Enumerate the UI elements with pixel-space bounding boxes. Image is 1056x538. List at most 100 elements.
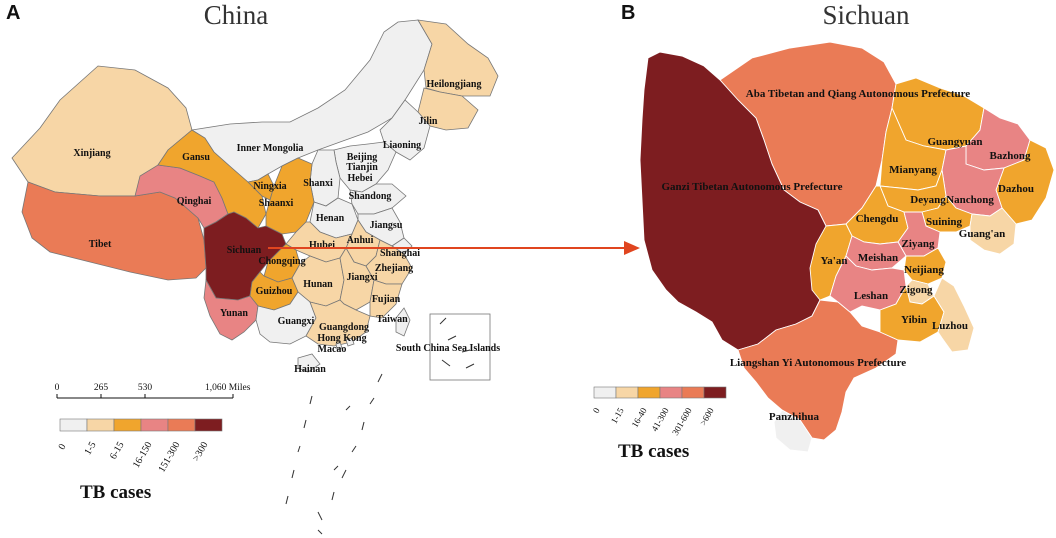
region-guangdong[interactable] bbox=[305, 299, 371, 347]
china-regions bbox=[11, 19, 499, 381]
label-yibin: Yibin bbox=[901, 314, 927, 326]
china-map-title: China bbox=[204, 0, 269, 30]
region-guangan[interactable] bbox=[969, 207, 1017, 255]
legend-label-1: 1-5 bbox=[82, 440, 98, 457]
legend-label-0: 0 bbox=[57, 442, 69, 452]
legend-label-5: >300 bbox=[191, 440, 211, 463]
region-luzhou[interactable] bbox=[933, 277, 975, 353]
label-deyang: Deyang bbox=[910, 194, 946, 206]
legend-swatch-4 bbox=[167, 418, 196, 432]
legend-b-swatch-1 bbox=[615, 386, 639, 399]
region-taiwan[interactable] bbox=[395, 307, 411, 337]
legend-b-label-1: 1-15 bbox=[609, 406, 626, 426]
label-suining: Suining bbox=[926, 216, 963, 228]
region-shandong[interactable] bbox=[349, 183, 407, 215]
label-ziyang: Ziyang bbox=[901, 238, 935, 250]
label-tianjin: Tianjin bbox=[346, 162, 378, 173]
legend-swatch-2 bbox=[113, 418, 142, 432]
zoom-arrow bbox=[268, 241, 640, 255]
panel-a-letter: A bbox=[6, 2, 20, 24]
label-dazhou: Dazhou bbox=[998, 183, 1034, 195]
sichuan-legend-title: TB cases bbox=[618, 441, 689, 462]
label-liangshan: Liangshan Yi Autonomous Prefecture bbox=[730, 357, 906, 369]
label-mianyang: Mianyang bbox=[889, 164, 937, 176]
label-gansu: Gansu bbox=[182, 152, 210, 163]
region-zhejiang[interactable] bbox=[365, 239, 413, 285]
scale-label-3: 1,060 Miles bbox=[205, 383, 251, 393]
label-jiangxi: Jiangxi bbox=[346, 272, 377, 283]
label-shanghai: Shanghai bbox=[380, 248, 420, 259]
sichuan-region-labels: Aba Tibetan and Qiang Autonomous Prefect… bbox=[662, 88, 1035, 423]
label-macao: Macao bbox=[318, 344, 347, 355]
label-ningxia: Ningxia bbox=[253, 181, 286, 192]
label-zigong: Zigong bbox=[899, 284, 933, 296]
label-fujian: Fujian bbox=[372, 294, 401, 305]
label-guangxi: Guangxi bbox=[278, 316, 315, 327]
region-inner-mongolia[interactable] bbox=[190, 19, 433, 183]
label-shaanxi: Shaanxi bbox=[259, 198, 294, 209]
region-heilongjiang[interactable] bbox=[417, 19, 499, 97]
legend-b-label-2: 16-40 bbox=[630, 406, 649, 430]
label-tibet: Tibet bbox=[89, 239, 112, 250]
legend-label-4: 151-300 bbox=[156, 440, 182, 474]
label-nanchong: Nanchong bbox=[946, 194, 994, 206]
label-south-china-sea-islands: South China Sea Islands bbox=[396, 343, 500, 354]
label-shandong: Shandong bbox=[349, 191, 392, 202]
label-guangyuan: Guangyuan bbox=[927, 136, 982, 148]
label-zhejiang: Zhejiang bbox=[375, 263, 413, 274]
label-chengdu: Chengdu bbox=[856, 213, 899, 225]
legend-swatch-0 bbox=[59, 418, 88, 432]
china-legend-title: TB cases bbox=[80, 482, 151, 503]
label-hunan: Hunan bbox=[303, 279, 333, 290]
legend-b-label-4: 301-600 bbox=[670, 406, 694, 437]
label-bazhong: Bazhong bbox=[990, 150, 1031, 162]
region-panzhihua[interactable] bbox=[773, 409, 813, 453]
china-region-labels: Xinjiang Tibet Qinghai Gansu Inner Mongo… bbox=[73, 79, 500, 375]
arrow-head bbox=[624, 241, 640, 255]
label-yaan: Ya'an bbox=[821, 255, 848, 267]
label-jiangsu: Jiangsu bbox=[370, 220, 403, 231]
label-chongqing: Chongqing bbox=[258, 256, 305, 267]
label-inner-mongolia: Inner Mongolia bbox=[237, 143, 304, 154]
label-shanxi: Shanxi bbox=[303, 178, 333, 189]
panel-b-letter: B bbox=[621, 2, 635, 24]
legend-swatch-3 bbox=[140, 418, 169, 432]
label-xinjiang: Xinjiang bbox=[73, 148, 110, 159]
label-hong-kong: Hong Kong bbox=[317, 333, 366, 344]
legend-b-swatch-5 bbox=[703, 386, 727, 399]
label-meishan: Meishan bbox=[858, 252, 898, 264]
sichuan-legend: 0 1-15 16-40 41-300 301-600 >600 TB case… bbox=[591, 386, 727, 462]
label-heilongjiang: Heilongjiang bbox=[426, 79, 481, 90]
legend-swatch-1 bbox=[86, 418, 115, 432]
label-guangan: Guang'an bbox=[959, 228, 1005, 240]
legend-b-label-0: 0 bbox=[591, 406, 602, 415]
region-yunan[interactable] bbox=[203, 278, 259, 341]
legend-b-label-3: 41-300 bbox=[649, 406, 671, 434]
label-aba: Aba Tibetan and Qiang Autonomous Prefect… bbox=[746, 88, 971, 100]
legend-label-3: 16-150 bbox=[131, 440, 155, 470]
label-guangdong: Guangdong bbox=[319, 322, 369, 333]
label-jilin: Jilin bbox=[419, 116, 438, 127]
region-hong-kong[interactable] bbox=[345, 337, 355, 347]
label-guizhou: Guizhou bbox=[256, 286, 293, 297]
legend-swatch-5 bbox=[194, 418, 223, 432]
legend-b-swatch-0 bbox=[593, 386, 617, 399]
scale-label-1: 265 bbox=[94, 383, 109, 393]
region-macao[interactable] bbox=[335, 341, 343, 350]
label-panzhihua: Panzhihua bbox=[769, 411, 820, 423]
legend-b-swatch-4 bbox=[681, 386, 705, 399]
label-sichuan: Sichuan bbox=[227, 245, 262, 256]
region-liaoning[interactable] bbox=[379, 99, 431, 161]
label-beijing: Beijing bbox=[347, 152, 378, 163]
label-taiwan: Taiwan bbox=[376, 314, 408, 325]
legend-b-swatch-3 bbox=[659, 386, 683, 399]
south-china-sea-island-dashes bbox=[285, 317, 475, 535]
label-hainan: Hainan bbox=[294, 364, 326, 375]
legend-label-2: 6-15 bbox=[108, 440, 127, 461]
region-hainan[interactable] bbox=[297, 353, 321, 373]
label-qinghai: Qinghai bbox=[177, 196, 212, 207]
region-fujian[interactable] bbox=[369, 279, 403, 319]
region-south-china-sea-islands[interactable] bbox=[429, 313, 491, 381]
label-anhui: Anhui bbox=[347, 235, 374, 246]
